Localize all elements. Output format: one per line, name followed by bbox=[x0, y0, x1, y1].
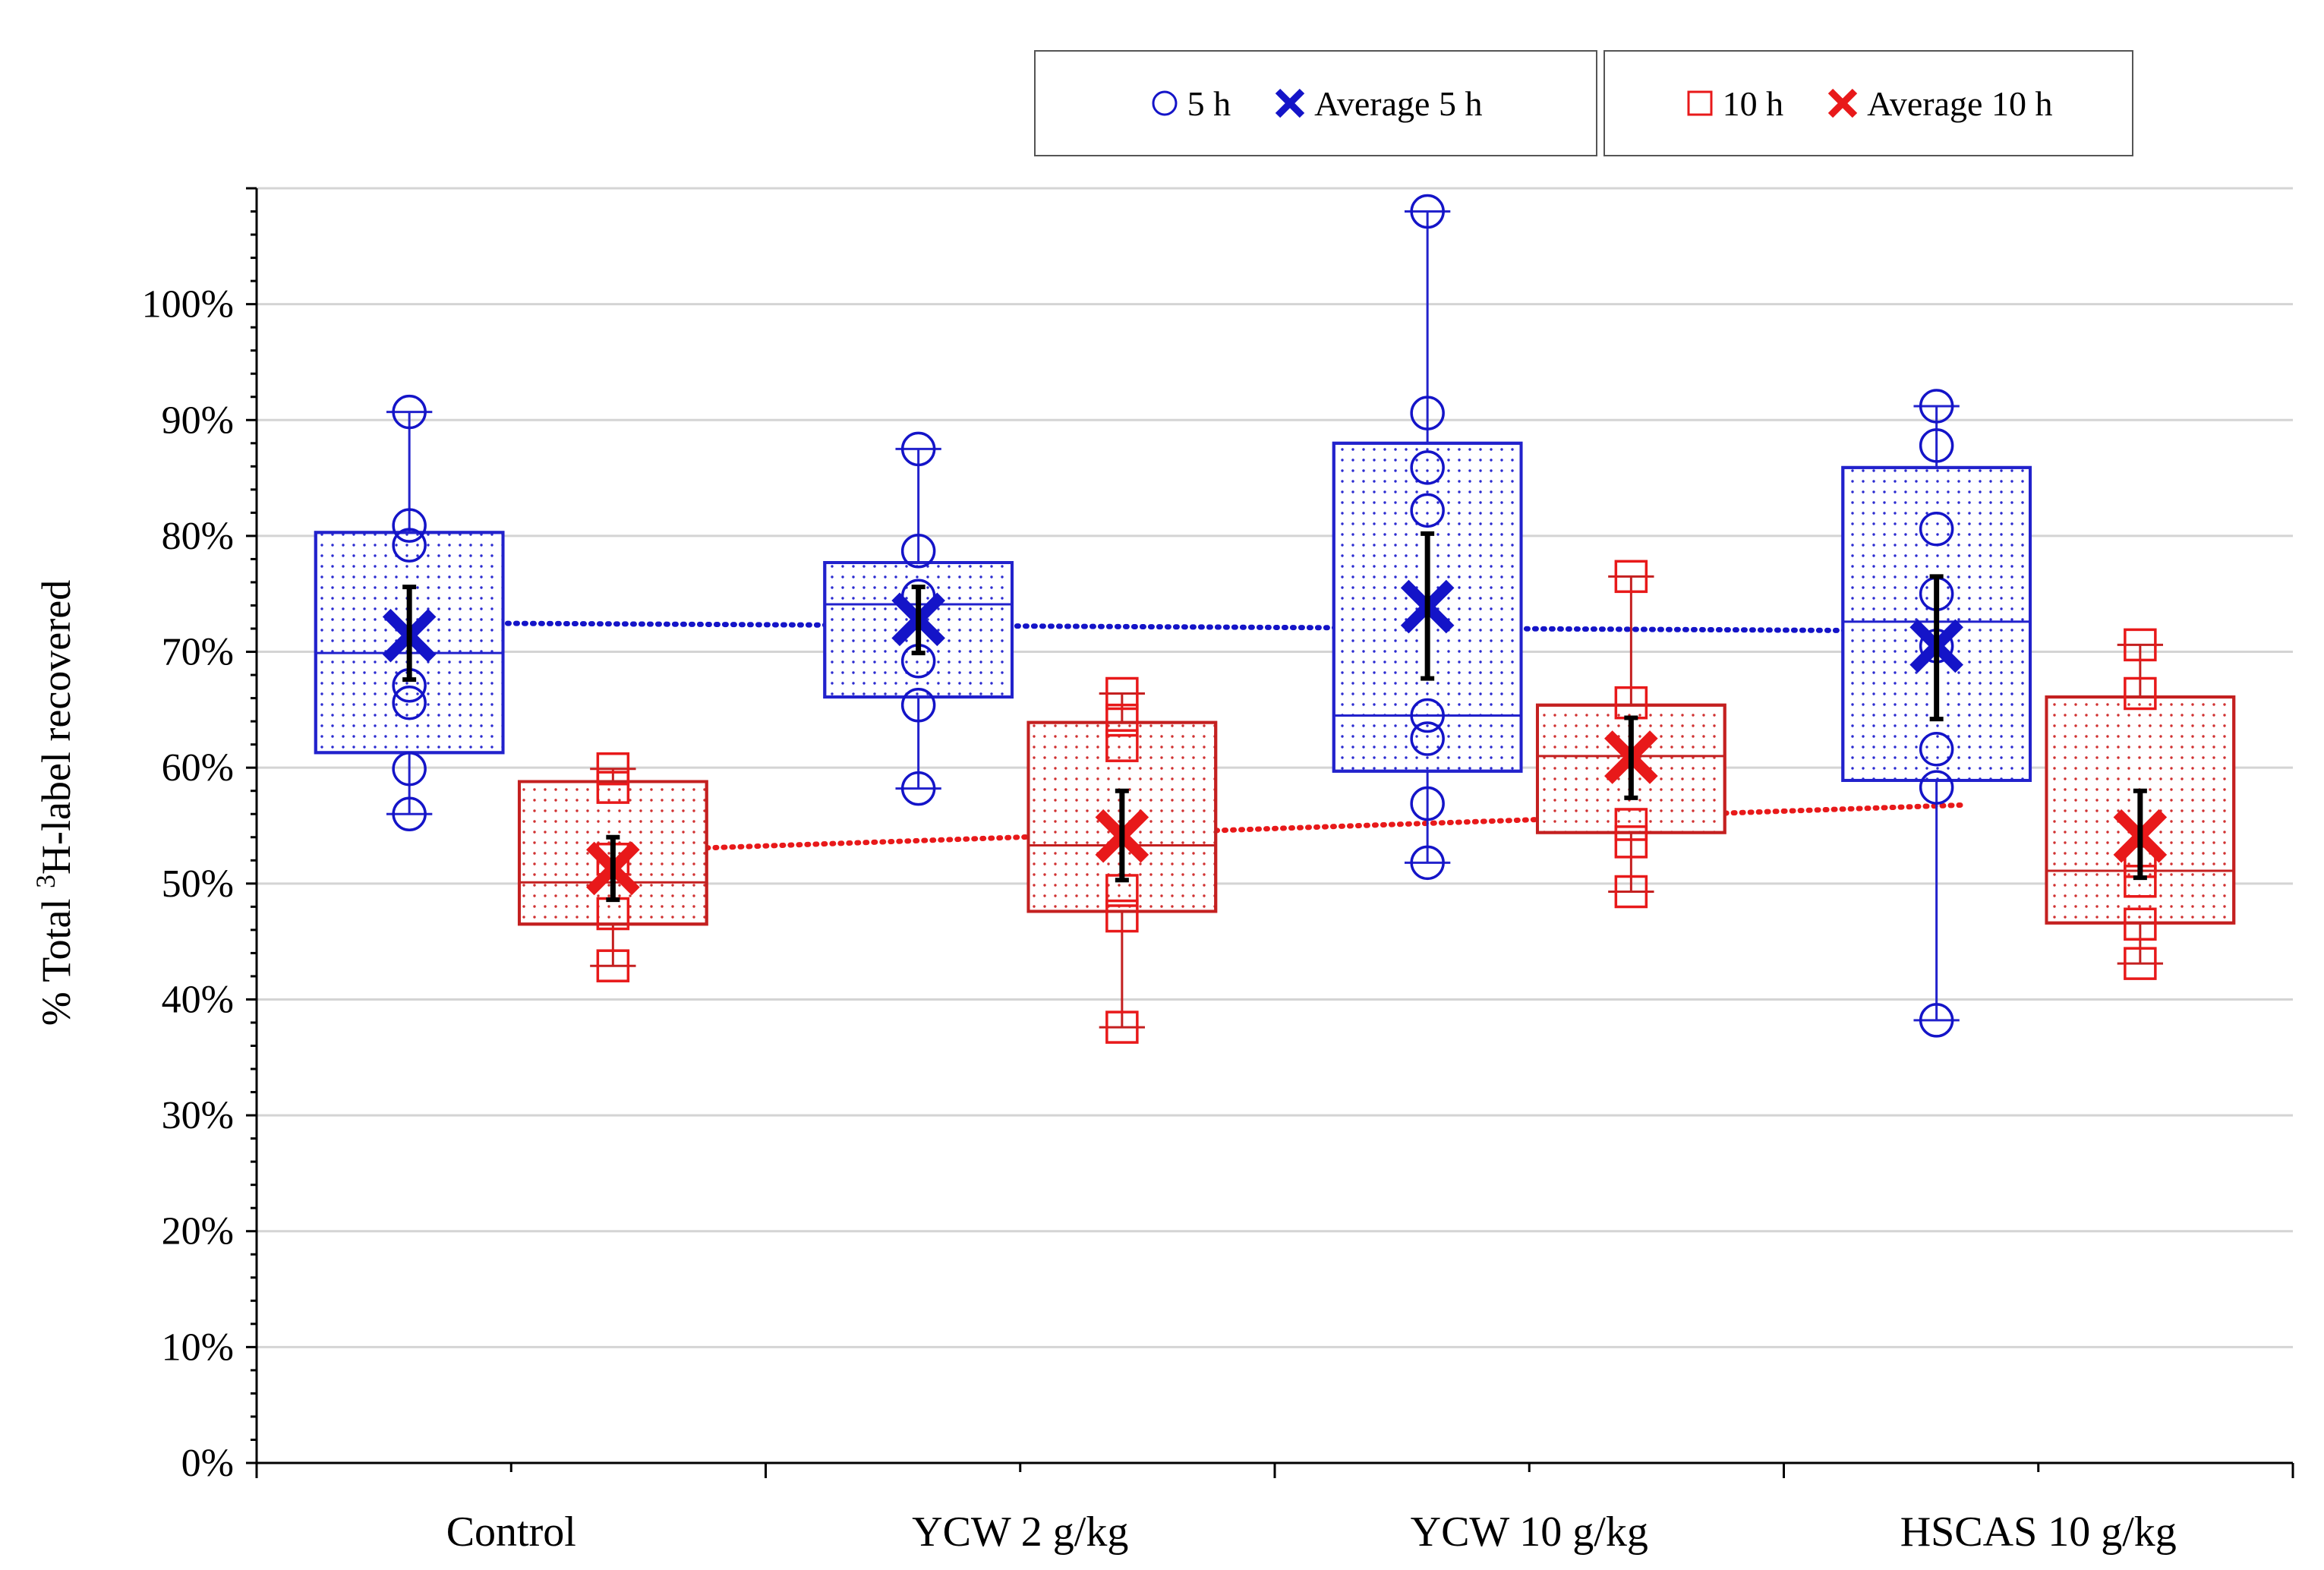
data-point-circle bbox=[1410, 786, 1445, 821]
x-tick-label: HSCAS 10 g/kg bbox=[1900, 1509, 2177, 1556]
data-point-square bbox=[596, 771, 630, 804]
data-point-square bbox=[1105, 899, 1139, 933]
y-tick-label: 90% bbox=[162, 399, 234, 442]
y-tick-label: 30% bbox=[162, 1094, 234, 1137]
box-5h bbox=[1841, 389, 2032, 1038]
legend-item-5h: 5 h bbox=[1149, 84, 1231, 124]
y-tick-label: 70% bbox=[162, 631, 234, 674]
data-point-circle bbox=[1410, 493, 1445, 528]
data-point-circle bbox=[392, 685, 427, 720]
legend-box-10h: 10 h Average 10 h bbox=[1603, 50, 2133, 156]
x-tick-label: Control bbox=[446, 1509, 576, 1556]
data-point-square bbox=[1614, 808, 1648, 841]
data-point-circle bbox=[392, 751, 427, 787]
data-point-square bbox=[2124, 907, 2157, 941]
box-5h bbox=[314, 394, 505, 831]
data-point-square bbox=[2124, 628, 2157, 662]
data-point-circle bbox=[1919, 428, 1954, 463]
data-point-circle bbox=[1410, 698, 1445, 733]
legend-label-average-10h: Average 10 h bbox=[1867, 84, 2053, 123]
legend-item-10h: 10 h bbox=[1685, 84, 1784, 124]
legend-box-5h: 5 h Average 5 h bbox=[1034, 50, 1597, 156]
y-tick-label: 20% bbox=[162, 1210, 234, 1253]
data-point-circle bbox=[1410, 721, 1445, 756]
y-tick-label: 10% bbox=[162, 1326, 234, 1369]
data-point-square bbox=[1614, 560, 1648, 594]
x-marker-icon bbox=[1827, 88, 1858, 118]
data-point-circle bbox=[392, 508, 427, 543]
data-point-square bbox=[2124, 676, 2157, 711]
data-point-square bbox=[1105, 703, 1139, 737]
data-point-circle bbox=[392, 796, 427, 831]
box-10h bbox=[1535, 560, 1726, 909]
y-tick-label: 60% bbox=[162, 746, 234, 790]
data-point-square bbox=[1105, 676, 1139, 711]
data-point-circle bbox=[1410, 450, 1445, 485]
data-point-square bbox=[1614, 825, 1648, 859]
data-point-circle bbox=[900, 688, 936, 723]
x-tick-label: YCW 2 g/kg bbox=[912, 1509, 1128, 1556]
data-point-square bbox=[1614, 875, 1648, 909]
data-point-circle bbox=[1919, 732, 1954, 767]
box-5h bbox=[823, 431, 1014, 806]
legend-label-average-5h: Average 5 h bbox=[1314, 84, 1483, 123]
data-point-circle bbox=[1919, 1003, 1954, 1038]
y-axis-label: % Total 3H-label recovered bbox=[30, 580, 79, 1026]
data-point-circle bbox=[1410, 194, 1445, 229]
y-tick-label: 100% bbox=[142, 283, 234, 326]
y-tick-label: 50% bbox=[162, 862, 234, 906]
box-5h bbox=[1332, 194, 1523, 881]
trend-line-5h bbox=[487, 620, 2006, 635]
trend-line-10h bbox=[528, 802, 1970, 857]
data-point-circle bbox=[1919, 770, 1954, 805]
data-point-circle bbox=[1410, 396, 1445, 430]
box-10h bbox=[2045, 628, 2236, 980]
y-tick-label: 40% bbox=[162, 978, 234, 1021]
data-point-circle bbox=[900, 771, 936, 806]
box-10h bbox=[517, 752, 708, 982]
data-point-square bbox=[1105, 729, 1139, 762]
data-point-square bbox=[2124, 947, 2157, 980]
y-tick-label: 0% bbox=[181, 1442, 234, 1485]
legend-label-5h: 5 h bbox=[1187, 84, 1231, 123]
circle-marker-icon bbox=[1152, 90, 1178, 116]
legend-item-average-10h: Average 10 h bbox=[1826, 84, 2052, 124]
data-point-square bbox=[596, 752, 630, 786]
data-point-square bbox=[596, 949, 630, 982]
square-marker-icon bbox=[1687, 90, 1713, 116]
data-point-circle bbox=[900, 534, 936, 569]
x-tick-label: YCW 10 g/kg bbox=[1411, 1509, 1648, 1556]
legend-item-average-5h: Average 5 h bbox=[1273, 84, 1482, 124]
data-point-circle bbox=[1919, 512, 1954, 547]
data-point-circle bbox=[392, 528, 427, 563]
data-point-circle bbox=[900, 431, 936, 467]
data-point-square bbox=[1105, 1010, 1139, 1044]
x-marker-icon bbox=[1275, 88, 1305, 118]
data-point-circle bbox=[392, 394, 427, 430]
data-point-circle bbox=[1919, 389, 1954, 424]
legend-label-10h: 10 h bbox=[1722, 84, 1784, 123]
box-10h bbox=[1026, 676, 1218, 1044]
data-point-circle bbox=[1410, 845, 1445, 881]
y-tick-label: 80% bbox=[162, 515, 234, 558]
